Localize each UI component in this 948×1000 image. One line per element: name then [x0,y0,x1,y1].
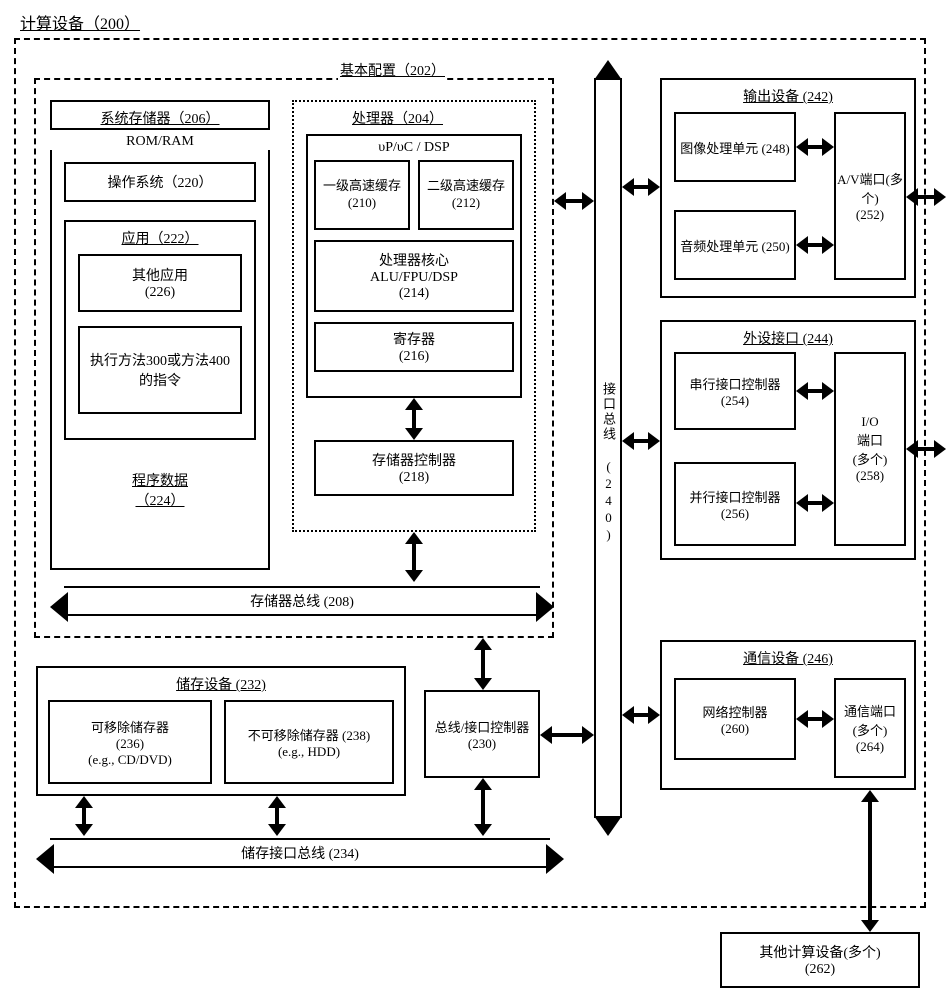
arrow-iface-periph [622,432,660,450]
arrow-serial-io [796,382,834,400]
os-label: 操作系统（220） [108,172,213,192]
arrow-busctl-up [474,638,492,690]
l2-cache-box: 二级高速缓存 (212) [418,160,514,230]
arrow-io-ext [906,440,946,458]
parallel-label: 并行接口控制器 (256) [689,487,780,522]
memctl-label: 存储器控制器 (218) [372,450,456,486]
output-label: 输出设备 (242) [743,86,833,106]
fixed-box: 不可移除储存器 (238) (e.g., HDD) [224,700,394,784]
prog-data-label: 程序数据 （224） [110,470,210,510]
memory-bus: 存储器总线 (208) [64,586,540,616]
app-label: 应用（222） [122,228,199,248]
l1-cache-box: 一级高速缓存 (210) [314,160,410,230]
l2-label: 二级高速缓存 (212) [427,178,505,212]
arrow-busctl-iface [540,726,594,744]
reg-box: 寄存器 (216) [314,322,514,372]
io-label: I/O 端口 (多个) (258) [853,414,888,484]
memctl-box: 存储器控制器 (218) [314,440,514,496]
arrow-bc-iface [554,192,594,210]
arrow-busctl-down [474,778,492,836]
arrow-iface-output [622,178,660,196]
arrow-chip-memctl [405,398,423,440]
arrow-audio-av [796,236,834,254]
reg-label: 寄存器 (216) [393,329,435,365]
bus-ctrl-label: 总线/接口控制器 (230) [435,717,530,752]
iface-bus-arrow-u [594,60,622,80]
arrow-gpu-av [796,138,834,156]
diagram-title: 计算设备（200） [18,10,142,34]
commport-label: 通信端口(多个) (264) [836,701,904,755]
serial-label: 串行接口控制器 (254) [689,374,780,409]
arrow-memctl-bus [405,532,423,582]
net-box: 网络控制器 (260) [674,678,796,760]
arrow-fixed [268,796,286,836]
iface-bus-label: 接口总线 (240) [599,380,618,546]
memory-bus-label: 存储器总线 (208) [250,591,354,611]
memory-bus-arrow-l [50,592,68,622]
io-box: I/O 端口 (多个) (258) [834,352,906,546]
basic-config-label: 基本配置（202） [338,60,447,80]
storage-bus-arrow-r [546,844,564,874]
fixed-label: 不可移除储存器 (238) (e.g., HDD) [248,725,370,760]
gpu-box: 图像处理单元 (248) [674,112,796,182]
os-box: 操作系统（220） [64,162,256,202]
storage-bus-label: 储存接口总线 (234) [241,843,359,863]
arrow-av-ext [906,188,946,206]
processor-label: 处理器（204） [350,108,445,128]
sys-memory-label: 系统存储器（206） [101,108,220,128]
arrow-parallel-io [796,494,834,512]
parallel-box: 并行接口控制器 (256) [674,462,796,546]
rom-ram-label: ROM/RAM [50,128,270,150]
audio-box: 音频处理单元 (250) [674,210,796,280]
chip-label: υP/υC / DSP [378,140,449,156]
other-app-box: 其他应用 (226) [78,254,242,312]
comm-label: 通信设备 (246) [743,648,833,668]
gpu-label: 图像处理单元 (248) [680,138,789,157]
av-box: A/V端口(多个) (252) [834,112,906,280]
diagram-canvas: 计算设备（200） 基本配置（202） 系统存储器（206） ROM/RAM 操… [0,0,948,1000]
arrow-removable [75,796,93,836]
other-app-label: 其他应用 (226) [132,265,188,301]
net-label: 网络控制器 (260) [702,702,767,737]
memory-bus-arrow-r [536,592,554,622]
commport-box: 通信端口(多个) (264) [834,678,906,778]
core-label: 处理器核心 ALU/FPU/DSP (214) [370,250,458,302]
storage-bus-arrow-l [36,844,54,874]
iface-bus-arrow-d [594,816,622,836]
inst-label: 执行方法300或方法400的指令 [86,350,234,390]
storage-bus: 储存接口总线 (234) [50,838,550,868]
inst-box: 执行方法300或方法400的指令 [78,326,242,414]
periph-label: 外设接口 (244) [743,328,833,348]
core-box: 处理器核心 ALU/FPU/DSP (214) [314,240,514,312]
storage-label: 储存设备 (232) [176,674,266,694]
arrow-net-port [796,710,834,728]
other-dev-label: 其他计算设备(多个) (262) [759,942,880,978]
l1-label: 一级高速缓存 (210) [323,178,401,212]
bus-ctrl-box: 总线/接口控制器 (230) [424,690,540,778]
serial-box: 串行接口控制器 (254) [674,352,796,430]
audio-label: 音频处理单元 (250) [680,236,789,255]
av-label: A/V端口(多个) (252) [836,169,904,223]
removable-box: 可移除储存器 (236) (e.g., CD/DVD) [48,700,212,784]
arrow-iface-comm [622,706,660,724]
removable-label: 可移除储存器 (236) (e.g., CD/DVD) [88,717,172,768]
other-dev-box: 其他计算设备(多个) (262) [720,932,920,988]
arrow-comm-other [861,790,879,932]
